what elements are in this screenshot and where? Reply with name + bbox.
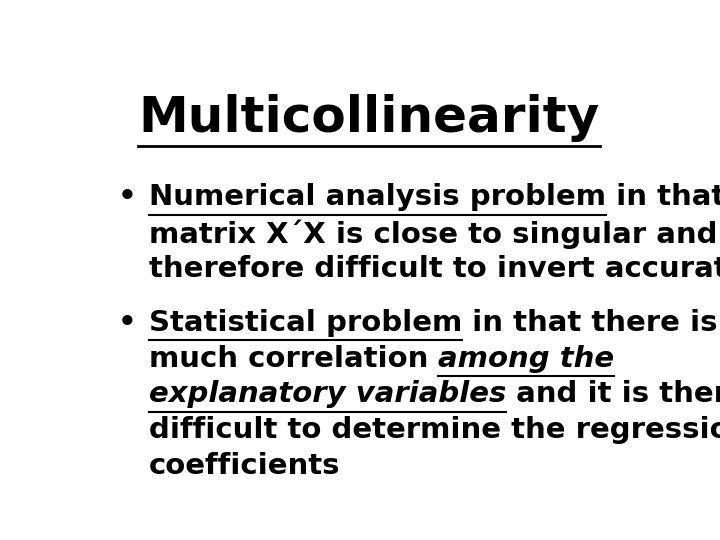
- Text: difficult to determine the regression: difficult to determine the regression: [148, 416, 720, 444]
- Text: therefore difficult to invert accurately: therefore difficult to invert accurately: [148, 255, 720, 283]
- Text: Multicollinearity: Multicollinearity: [138, 94, 600, 142]
- Text: in that the: in that the: [606, 183, 720, 211]
- Text: and it is therefore: and it is therefore: [506, 380, 720, 408]
- Text: much correlation: much correlation: [148, 345, 438, 373]
- Text: among the: among the: [438, 345, 614, 373]
- Text: matrix X´X is close to singular and is: matrix X´X is close to singular and is: [148, 219, 720, 248]
- Text: coefficients: coefficients: [148, 452, 340, 480]
- Text: in that there is too: in that there is too: [462, 309, 720, 337]
- Text: •: •: [118, 309, 137, 337]
- Text: •: •: [118, 183, 137, 211]
- Text: Statistical problem: Statistical problem: [148, 309, 462, 337]
- Text: Numerical analysis problem: Numerical analysis problem: [148, 183, 606, 211]
- Text: explanatory variables: explanatory variables: [148, 380, 506, 408]
